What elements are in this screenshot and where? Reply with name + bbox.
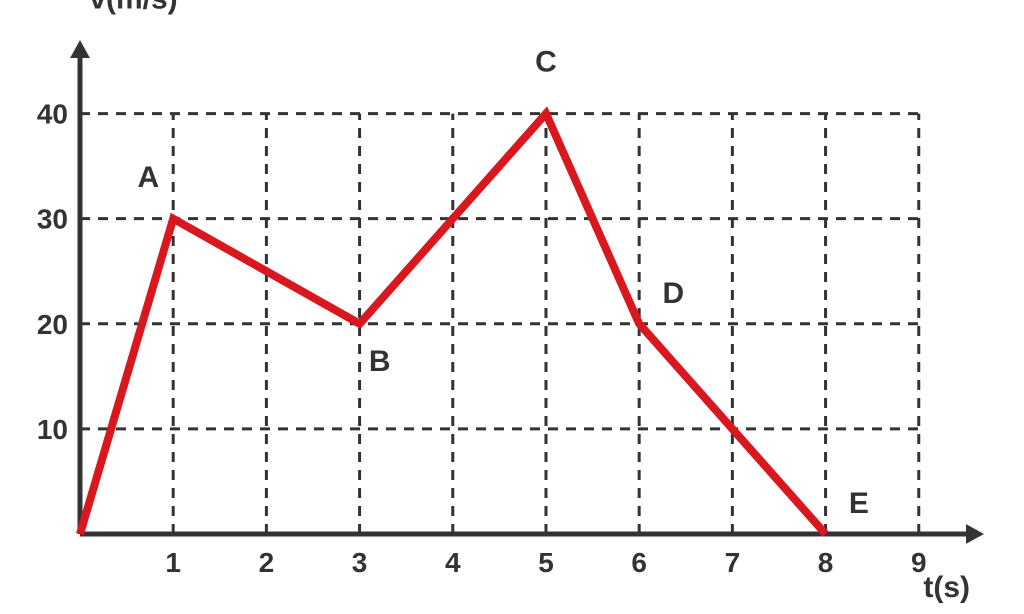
x-axis-label: t(s)	[923, 571, 970, 604]
x-tick-label: 3	[352, 547, 368, 578]
y-tick-label: 40	[37, 99, 68, 130]
velocity-time-chart: t(s) v(m/s) 1 2 3 4 5 6 7 8 9 10 20 30 40 A B C D E	[0, 0, 1024, 614]
chart-background	[0, 0, 1024, 614]
y-tick-label: 20	[37, 309, 68, 340]
point-label-a: A	[138, 161, 160, 194]
y-tick-label: 30	[37, 204, 68, 235]
point-label-d: D	[662, 277, 684, 310]
y-tick-label: 10	[37, 414, 68, 445]
x-tick-label: 1	[165, 547, 181, 578]
x-tick-label: 4	[445, 547, 461, 578]
point-label-b: B	[369, 345, 391, 378]
point-label-c: C	[535, 46, 557, 79]
x-tick-label: 2	[259, 547, 275, 578]
x-tick-label: 7	[725, 547, 741, 578]
point-label-e: E	[849, 487, 869, 520]
y-axis-label: v(m/s)	[89, 0, 177, 15]
x-tick-label: 6	[631, 547, 647, 578]
x-tick-label: 9	[911, 547, 927, 578]
x-tick-label: 5	[538, 547, 554, 578]
x-tick-label: 8	[818, 547, 834, 578]
